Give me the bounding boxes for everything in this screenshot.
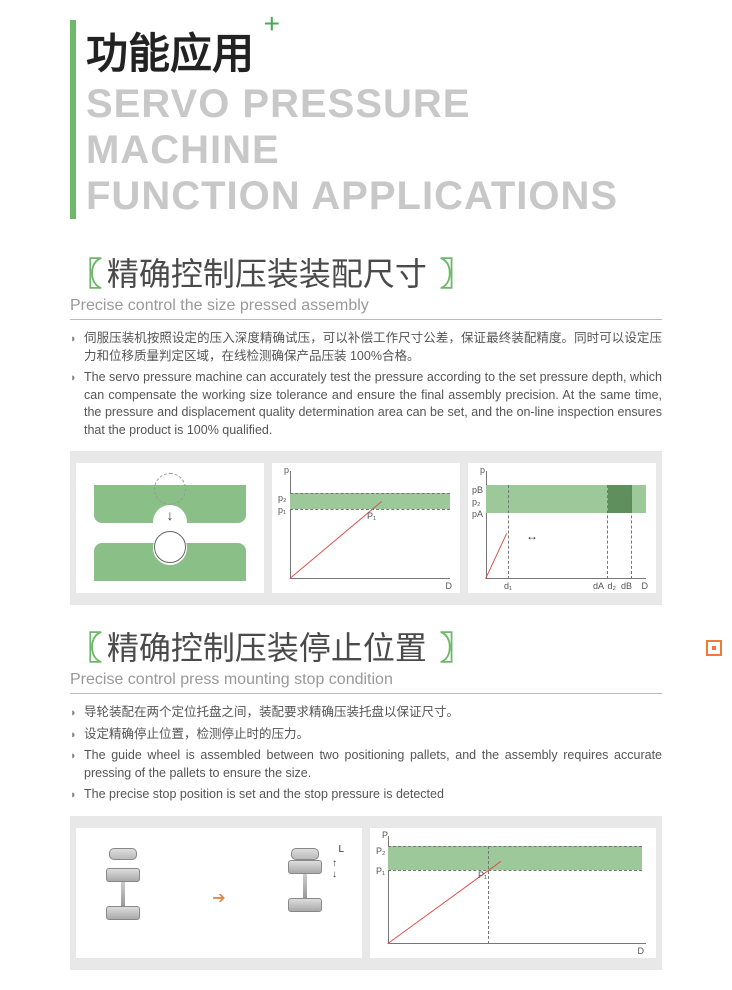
chart-ytick: p₂ xyxy=(472,497,481,507)
bullet-text: 设定精确停止位置，检测停止时的压力。 xyxy=(84,726,662,744)
list-item: ◗ 导轮装配在两个定位托盘之间，装配要求精确压装托盘以保证尺寸。 xyxy=(70,704,662,722)
shaft-icon xyxy=(303,874,307,898)
page-title-cn-text: 功能应用 xyxy=(86,30,254,77)
wheel-icon xyxy=(291,848,319,860)
chart-ytick: pA xyxy=(472,509,483,519)
wheel-icon xyxy=(109,848,137,860)
chart-tolerance-band xyxy=(388,846,642,870)
section1-header: 〖 精确控制压装装配尺寸 〗 Precise control the size … xyxy=(70,249,662,320)
section2-header: 〖 精确控制压装停止位置 〗 Precise control press mou… xyxy=(70,623,662,694)
shaft-icon xyxy=(121,882,125,906)
chart-point-label: P₁ xyxy=(367,511,376,521)
bullet-text: The servo pressure machine can accuratel… xyxy=(84,369,662,439)
chart-ytick: p₂ xyxy=(278,493,287,503)
chart-gridline xyxy=(388,870,642,871)
chart-gridline xyxy=(388,846,642,847)
section2-heading-cn-text: 精确控制压装停止位置 xyxy=(107,630,427,666)
pallet-before xyxy=(106,848,140,920)
chart-xtick: dA xyxy=(593,581,604,591)
chart-axis-x xyxy=(388,943,646,944)
bullet-arrow-icon: ◗ xyxy=(70,728,84,743)
bracket-left-icon: 〖 xyxy=(70,256,90,292)
chart-gridline xyxy=(508,485,509,579)
chart-ylabel-top: p xyxy=(284,465,289,475)
down-arrow-icon: ↓ xyxy=(167,507,174,523)
chart-gridline xyxy=(631,485,632,579)
assembly-figure: ↓ xyxy=(76,463,264,593)
plus-icon: + xyxy=(264,8,280,40)
bullet-arrow-icon: ◗ xyxy=(70,332,84,347)
list-item: ◗ 伺服压装机按照设定的压入深度精确试压，可以补偿工作尺寸公差，保证最终装配精度… xyxy=(70,330,662,365)
chart-ytick: P₂ xyxy=(376,846,386,856)
chart-xtick: dB xyxy=(621,581,632,591)
bullet-arrow-icon: ◗ xyxy=(70,788,84,803)
chart-tolerance-band xyxy=(290,493,450,509)
chart-axis-x xyxy=(290,578,450,579)
chart-gridline xyxy=(290,493,450,494)
page-title-en-line2: FUNCTION APPLICATIONS xyxy=(86,174,618,218)
section2-bullets: ◗ 导轮装配在两个定位托盘之间，装配要求精确压装托盘以保证尺寸。 ◗ 设定精确停… xyxy=(70,704,662,804)
chart-gridline xyxy=(607,485,608,579)
section1-chart1: p p₂ p₁ D P₁ xyxy=(272,463,460,593)
bullet-text: The guide wheel is assembled between two… xyxy=(84,747,662,782)
side-marker-icon xyxy=(706,640,722,656)
section2-chart: P P₂ P₁ D P₁ xyxy=(370,828,656,958)
chart-ylabel-top: p xyxy=(480,465,485,475)
chart-ylabel-top: P xyxy=(382,830,388,840)
bullet-text: 导轮装配在两个定位托盘之间，装配要求精确压装托盘以保证尺寸。 xyxy=(84,704,662,722)
chart-ytick: pB xyxy=(472,485,483,495)
bullet-arrow-icon: ◗ xyxy=(70,371,84,386)
section1-bullets: ◗ 伺服压装机按照设定的压入深度精确试压，可以补偿工作尺寸公差，保证最终装配精度… xyxy=(70,330,662,439)
bullet-arrow-icon: ◗ xyxy=(70,706,84,721)
bullet-text: 伺服压装机按照设定的压入深度精确试压，可以补偿工作尺寸公差，保证最终装配精度。同… xyxy=(84,330,662,365)
pallet-base-icon xyxy=(288,898,322,912)
chart-axis-x xyxy=(486,578,646,579)
pallet-after xyxy=(288,848,322,912)
page-title-cn: 功能应用 + xyxy=(86,20,254,81)
bullet-text: The precise stop position is set and the… xyxy=(84,786,662,804)
section2-figure-panel: ➔ L ↑↓ P P₂ P₁ D P₁ xyxy=(70,816,662,970)
chart-gridline xyxy=(488,846,489,944)
page-title-en: SERVO PRESSURE MACHINE FUNCTION APPLICAT… xyxy=(86,81,662,219)
chart-line xyxy=(485,533,507,579)
list-item: ◗ The servo pressure machine can accurat… xyxy=(70,369,662,439)
section1-heading-cn-text: 精确控制压装装配尺寸 xyxy=(107,256,427,292)
chart-ytick: P₁ xyxy=(376,866,385,876)
dimension-arrows-icon: ↑↓ xyxy=(332,858,337,880)
ball-end-icon xyxy=(154,531,186,563)
list-item: ◗ 设定精确停止位置，检测停止时的压力。 xyxy=(70,726,662,744)
bracket-right-icon: 〗 xyxy=(440,630,460,666)
chart-xlabel-right: D xyxy=(446,581,453,591)
section1-chart2: p pB p₂ pA ↔ d₁ dA d₂ dB D xyxy=(468,463,656,593)
chart-axis-y xyxy=(290,471,291,579)
chart-ytick: p₁ xyxy=(278,505,286,515)
section1-heading-cn: 〖 精确控制压装装配尺寸 〗 xyxy=(70,249,460,295)
chart-xtick: d₁ xyxy=(504,581,512,591)
chart-xtick: D xyxy=(642,581,649,591)
page-header: 功能应用 + SERVO PRESSURE MACHINE FUNCTION A… xyxy=(70,20,662,219)
dimension-label: L xyxy=(338,844,344,855)
pallet-base-icon xyxy=(288,860,322,874)
page-title-en-line1: SERVO PRESSURE MACHINE xyxy=(86,82,471,172)
right-arrow-icon: ➔ xyxy=(212,888,225,908)
list-item: ◗ The guide wheel is assembled between t… xyxy=(70,747,662,782)
bracket-right-icon: 〗 xyxy=(440,256,460,292)
pallet-base-icon xyxy=(106,868,140,882)
section2-heading-cn: 〖 精确控制压装停止位置 〗 xyxy=(70,623,460,669)
pallet-base-icon xyxy=(106,906,140,920)
bracket-left-icon: 〖 xyxy=(70,630,90,666)
section1-heading-en: Precise control the size pressed assembl… xyxy=(70,297,662,320)
list-item: ◗ The precise stop position is set and t… xyxy=(70,786,662,804)
pallet-figure: ➔ L ↑↓ xyxy=(76,828,362,958)
chart-xlabel-right: D xyxy=(638,946,645,956)
chart-xtick: d₂ xyxy=(608,581,617,591)
bullet-arrow-icon: ◗ xyxy=(70,749,84,764)
ball-start-icon xyxy=(154,473,186,505)
double-arrow-icon: ↔ xyxy=(526,529,538,543)
chart-quality-zone xyxy=(608,485,632,513)
section1-figure-panel: ↓ p p₂ p₁ D P₁ p pB p₂ pA xyxy=(70,451,662,605)
chart-point-label: P₁ xyxy=(478,870,487,880)
section2-heading-en: Precise control press mounting stop cond… xyxy=(70,671,662,694)
